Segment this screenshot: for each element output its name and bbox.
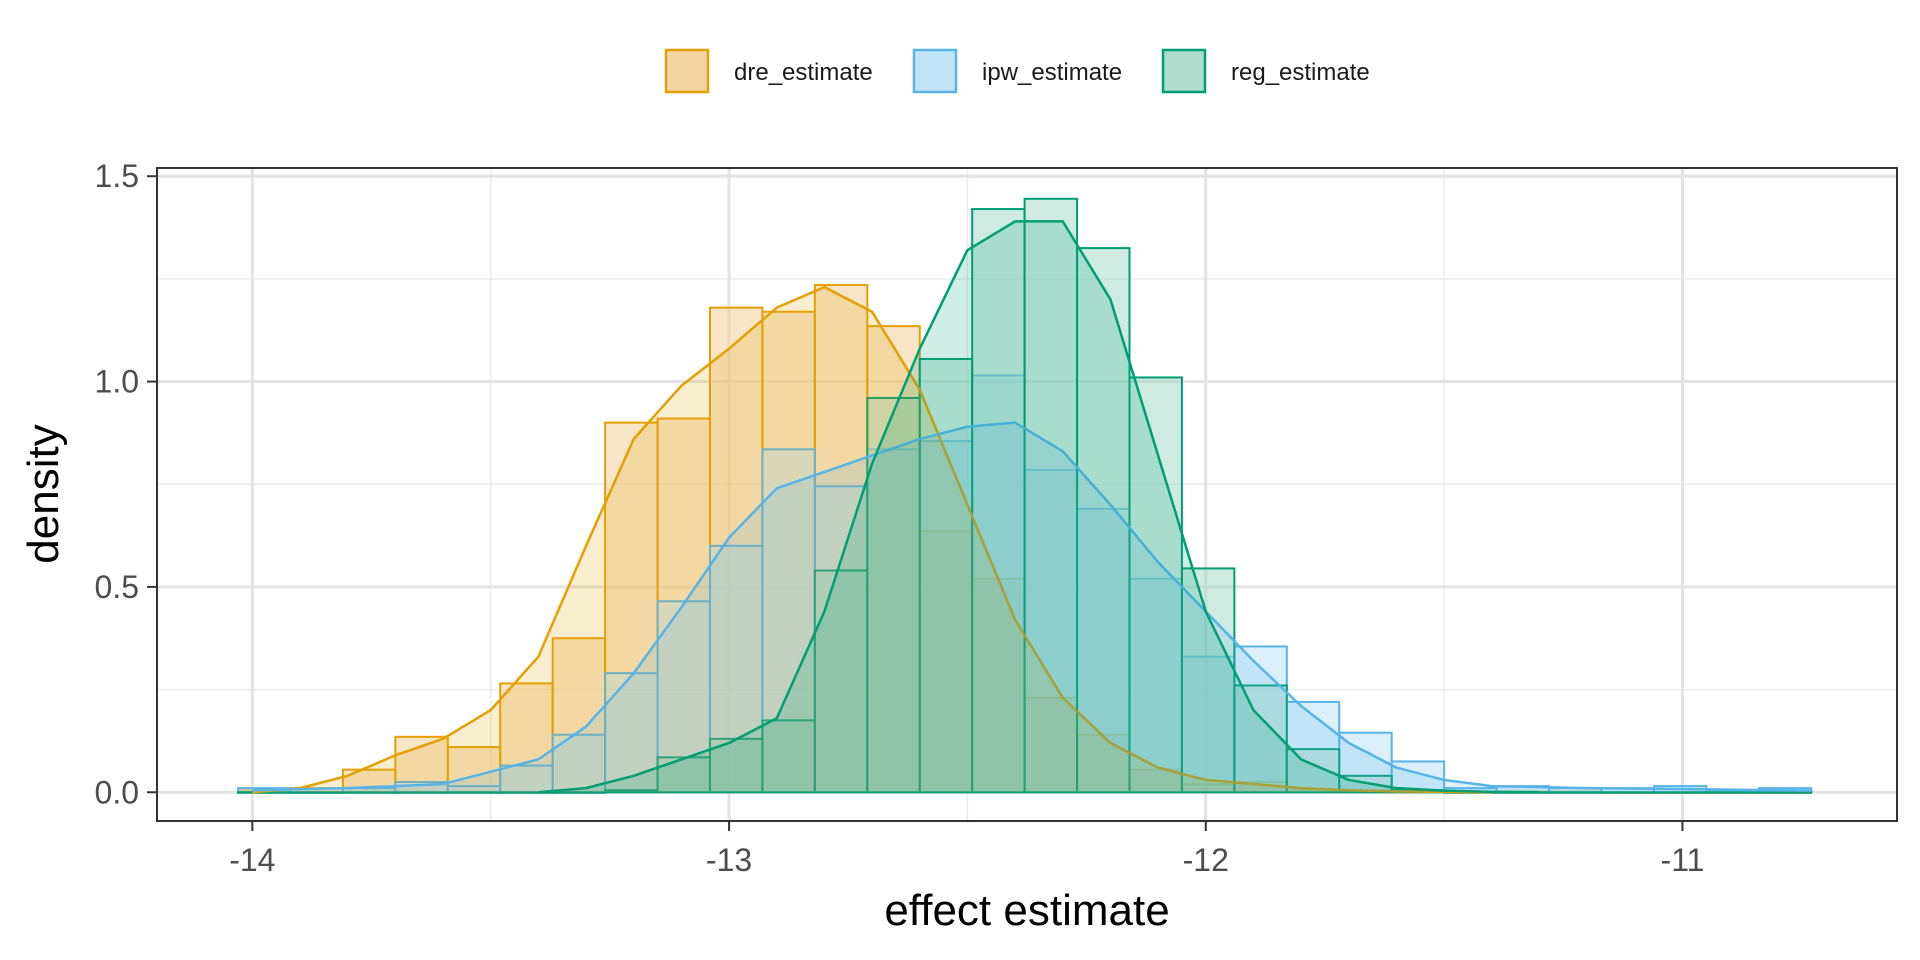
y-tick-label: 1.5 — [95, 158, 139, 194]
legend-label-ipw_estimate: ipw_estimate — [982, 59, 1122, 86]
histogram-bar-reg_estimate — [551, 791, 607, 794]
histogram-bar-reg_estimate — [289, 791, 344, 794]
histogram-bar-reg_estimate — [1180, 567, 1236, 794]
legend-label-reg_estimate: reg_estimate — [1231, 59, 1370, 86]
histogram-bar-reg_estimate — [1233, 684, 1288, 794]
x-tick-label: -13 — [706, 842, 752, 878]
legend-label-dre_estimate: dre_estimate — [734, 59, 873, 86]
legend: dre_estimate ipw_estimate reg_estimate — [664, 48, 1370, 94]
density-line-dre_estimate — [252, 285, 1492, 794]
histogram-bar-reg_estimate — [341, 791, 397, 794]
x-tick-label: -11 — [1661, 842, 1705, 878]
legend-key-ipw_estimate — [912, 48, 958, 94]
panel-border — [156, 167, 1898, 822]
density-curves — [252, 220, 1812, 794]
plot-panel — [156, 167, 1898, 822]
axes: -14 -13 -12 -11 0.0 0.5 1.0 1.5 — [95, 158, 1705, 878]
histogram-bar-reg_estimate — [1600, 791, 1655, 794]
histogram-bar-reg_estimate — [1023, 197, 1079, 794]
histogram-bar-reg_estimate — [1548, 791, 1603, 794]
y-axis-title: density — [19, 424, 68, 563]
density-line-ipw_estimate — [252, 421, 1812, 792]
y-tick-label: 0.0 — [95, 774, 139, 810]
histogram-bars — [237, 197, 1813, 794]
histogram-bar-reg_estimate — [866, 396, 921, 794]
histogram-bar-reg_estimate — [1757, 791, 1813, 794]
histogram-bar-reg_estimate — [1705, 791, 1760, 794]
histogram-bar-reg_estimate — [1285, 748, 1341, 794]
density-area-ipw_estimate — [252, 422, 1812, 793]
x-tick-label: -12 — [1183, 842, 1229, 878]
x-axis-title: effect estimate — [884, 886, 1169, 935]
y-tick-label: 1.0 — [95, 364, 139, 400]
x-tick-label: -14 — [229, 842, 275, 878]
histogram-bar-reg_estimate — [1652, 791, 1708, 794]
histogram-bar-reg_estimate — [446, 791, 502, 794]
density-area-dre_estimate — [252, 287, 1492, 793]
legend-key-reg_estimate — [1161, 48, 1207, 94]
density-line-reg_estimate — [538, 220, 1540, 794]
histogram-bar-reg_estimate — [761, 719, 816, 794]
density-area-reg_estimate — [538, 221, 1540, 793]
legend-key-dre_estimate — [664, 48, 710, 94]
y-tick-label: 0.5 — [95, 569, 139, 605]
histogram-bar-reg_estimate — [394, 791, 449, 794]
